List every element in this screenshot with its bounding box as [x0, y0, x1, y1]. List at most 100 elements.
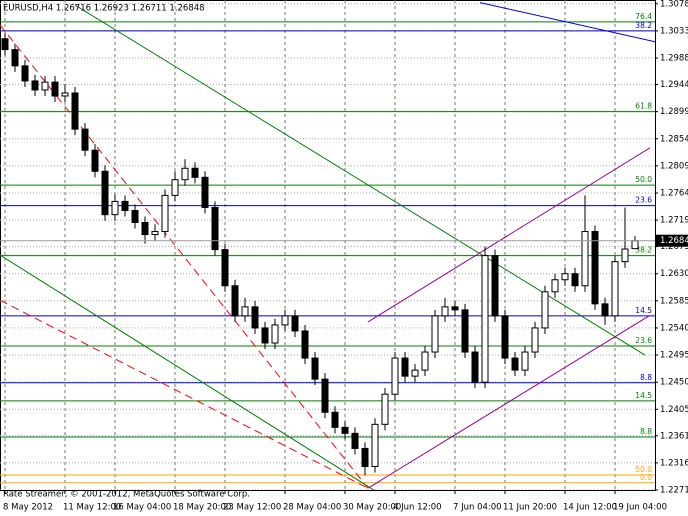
candle-body: [51, 81, 59, 97]
candle-body: [491, 255, 499, 317]
candle-body: [531, 327, 539, 353]
fib-level-label: 76.4: [635, 12, 652, 21]
fib-level-label: 8.8: [640, 427, 652, 436]
y-tick-label: 1.28540: [660, 134, 688, 144]
trend-line: [74, 4, 646, 356]
trend-line: [479, 2, 655, 43]
candle-body: [461, 309, 469, 353]
candle-body: [211, 206, 219, 251]
candle-body: [71, 92, 79, 130]
candle-body: [631, 240, 639, 250]
candle-body: [241, 306, 249, 317]
fib-level-label: 23.6: [635, 196, 652, 205]
trend-line: [0, 254, 375, 490]
candle-body: [551, 279, 559, 293]
y-tick-label: 1.26750: [660, 242, 688, 252]
plot-area: [0, 0, 656, 491]
trend-line: [0, 24, 369, 489]
y-tick-label: 1.24050: [660, 405, 688, 415]
candle-body: [341, 426, 349, 434]
footer: Rate Streamer, © 2001-2012, MetaQuotes S…: [3, 490, 250, 500]
candle-body: [111, 200, 119, 216]
candle-body: [411, 369, 419, 377]
candle-body: [511, 357, 519, 371]
y-tick-label: 1.30330: [660, 26, 688, 36]
candle-body: [221, 249, 229, 287]
current-price-label: 1.26848: [660, 236, 688, 246]
candle-body: [481, 255, 489, 383]
x-tick-label: 14 Jun 12:00: [563, 503, 617, 513]
candle-body: [421, 351, 429, 371]
candle-body: [581, 231, 589, 287]
candle-body: [291, 315, 299, 332]
x-tick-label: 8 May 2012: [3, 503, 53, 513]
candle-body: [331, 411, 339, 428]
y-tick-label: 1.28090: [660, 161, 688, 171]
y-tick-label: 1.28990: [660, 107, 688, 117]
candle-body: [251, 306, 259, 329]
y-tick-label: 1.25850: [660, 296, 688, 306]
candle-body: [591, 231, 599, 305]
trend-line: [367, 314, 651, 489]
candle-body: [351, 432, 359, 449]
candle-body: [441, 306, 449, 317]
candle-body: [151, 231, 159, 236]
candle-body: [121, 200, 129, 211]
x-tick-label: 11 May 12:00: [63, 503, 121, 513]
candle-body: [41, 81, 49, 91]
x-tick-label: 30 May 20:00: [343, 503, 401, 513]
y-tick-label: 1.30780: [660, 0, 688, 9]
candle-body: [621, 248, 629, 263]
candle-body: [601, 303, 609, 317]
candle-body: [261, 327, 269, 344]
candle-body: [81, 128, 89, 151]
x-tick-label: 28 May 04:00: [283, 503, 341, 513]
fib-level-label: 14.5: [635, 391, 652, 400]
candle-body: [361, 447, 369, 468]
candle-body: [561, 273, 569, 281]
candle-body: [281, 315, 289, 326]
chart-title: EURUSD,H4 1.26716 1.26923 1.26711 1.2684…: [3, 4, 205, 14]
candle-body: [181, 167, 189, 181]
candle-body: [1, 38, 9, 51]
candle-body: [571, 273, 579, 287]
y-tick-label: 1.24950: [660, 351, 688, 361]
y-tick-label: 1.27190: [660, 216, 688, 226]
y-tick-label: 1.29440: [660, 80, 688, 90]
candle-body: [371, 423, 379, 468]
y-tick-label: 1.23160: [660, 458, 688, 468]
current-price-box: [655, 234, 688, 247]
x-tick-label: 23 May 12:00: [223, 503, 281, 513]
fib-level-label: 38.2: [635, 246, 652, 255]
y-tick-label: 1.29880: [660, 54, 688, 64]
candle-body: [101, 170, 109, 216]
fib-level-label: 14.5: [635, 306, 652, 315]
candle-body: [321, 378, 329, 413]
candle-body: [161, 194, 169, 233]
candle-body: [191, 167, 199, 178]
candle-body: [381, 393, 389, 425]
y-tick-label: 1.26300: [660, 269, 688, 279]
x-tick-label: 7 Jun 04:00: [453, 503, 502, 513]
candle-body: [21, 65, 29, 82]
candle-body: [401, 357, 409, 377]
fib-level-label: 38.2: [635, 21, 652, 30]
candle-body: [31, 80, 39, 91]
fib-level-label: 8.8: [640, 373, 652, 382]
x-tick-label: 4 Jun 12:00: [393, 503, 442, 513]
y-tick-label: 1.25400: [660, 323, 688, 333]
candle-body: [391, 357, 399, 395]
candle-body: [171, 179, 179, 196]
y-tick-label: 1.27640: [660, 188, 688, 198]
fib-level-label: 23.6: [635, 336, 652, 345]
candle-body: [431, 315, 439, 353]
candle-body: [501, 315, 509, 359]
candle-body: [541, 291, 549, 329]
fib-level-label: 61.8: [635, 102, 652, 111]
trend-line: [0, 299, 369, 489]
x-tick-label: 11 Jun 20:00: [503, 503, 557, 513]
candle-body: [301, 330, 309, 359]
candle-body: [471, 351, 479, 383]
x-tick-label: 16 May 04:00: [113, 503, 171, 513]
